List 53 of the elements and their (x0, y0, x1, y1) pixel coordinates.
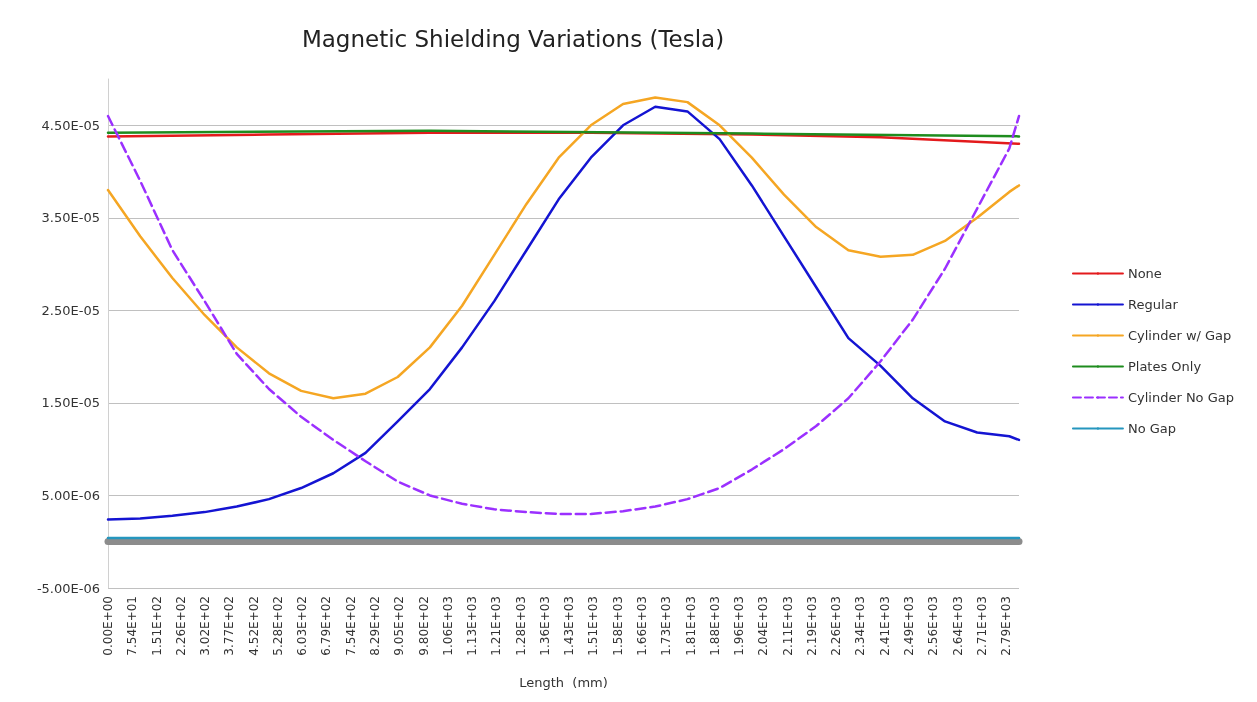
legend-label: Plates Only (1127, 359, 1202, 374)
x-tick-label: 2.41E+03 (877, 596, 892, 656)
x-tick-label: 1.13E+03 (465, 596, 480, 656)
x-tick-label: 2.64E+03 (950, 596, 965, 656)
legend-label: Cylinder No Gap (1127, 390, 1235, 405)
y-tick-label: 3.50E-05 (41, 210, 100, 226)
x-tick-label: 1.51E+02 (149, 596, 164, 656)
x-tick-label: 1.06E+03 (440, 596, 455, 656)
x-tick-label: 7.54E+02 (343, 596, 358, 656)
y-tick-label: 2.50E-05 (41, 302, 100, 318)
x-tick-label: 6.03E+02 (295, 596, 310, 656)
x-tick-label: 2.26E+02 (173, 596, 188, 656)
x-tick-label: 7.54E+01 (125, 596, 140, 656)
x-tick-label: 2.56E+03 (926, 596, 941, 656)
x-tick-label: 1.73E+03 (659, 596, 674, 656)
y-tick-label: 1.50E-05 (41, 395, 100, 411)
x-tick-label: 1.88E+03 (707, 596, 722, 656)
x-tick-label: 1.66E+03 (634, 596, 649, 656)
x-tick-label: 2.19E+03 (804, 596, 819, 656)
x-tick-label: 1.58E+03 (610, 596, 625, 656)
x-tick-label: 1.51E+03 (586, 596, 601, 656)
legend-label: Cylinder w/ Gap (1127, 328, 1232, 343)
x-tick-label: 9.05E+02 (392, 596, 407, 656)
x-tick-label: 1.21E+03 (489, 596, 504, 656)
x-tick-label: 6.79E+02 (319, 596, 334, 656)
x-tick-label: 2.71E+03 (974, 596, 989, 656)
x-tick-label: 0.00E+00 (101, 596, 115, 656)
y-tick-label: -5.00E-06 (36, 580, 100, 596)
y-tick-label: 5.00E-06 (41, 487, 100, 503)
x-tick-label: 2.49E+03 (901, 596, 916, 656)
line-series (106, 96, 1021, 400)
x-tick-label: 2.34E+03 (853, 596, 868, 656)
chart-title: Magnetic Shielding Variations (Tesla) (301, 25, 725, 52)
x-tick-label: 5.28E+02 (270, 596, 285, 656)
x-tick-label: 1.81E+03 (683, 596, 698, 656)
y-tick-label: 4.50E-05 (41, 117, 100, 133)
x-tick-label: 8.29E+02 (367, 596, 382, 656)
x-tick-label: 3.77E+02 (222, 596, 237, 656)
x-tick-label: 1.43E+03 (562, 596, 577, 656)
x-tick-label: 1.28E+03 (513, 596, 528, 656)
legend-label: No Gap (1127, 421, 1177, 436)
x-tick-label: 2.26E+03 (829, 596, 844, 656)
x-tick-label: 1.96E+03 (732, 596, 747, 656)
x-tick-label: 2.79E+03 (999, 596, 1014, 656)
x-tick-label: 2.11E+03 (780, 596, 795, 656)
x-axis-title: Length (mm) (519, 675, 608, 690)
x-tick-label: 1.36E+03 (537, 596, 552, 656)
x-tick-label: 4.52E+02 (246, 596, 261, 656)
x-tick-label: 3.02E+02 (198, 596, 213, 656)
x-tick-label: 9.80E+02 (416, 596, 431, 656)
legend-label: Regular (1127, 297, 1179, 312)
legend-label: None (1127, 266, 1162, 281)
x-tick-label: 2.04E+03 (756, 596, 771, 656)
